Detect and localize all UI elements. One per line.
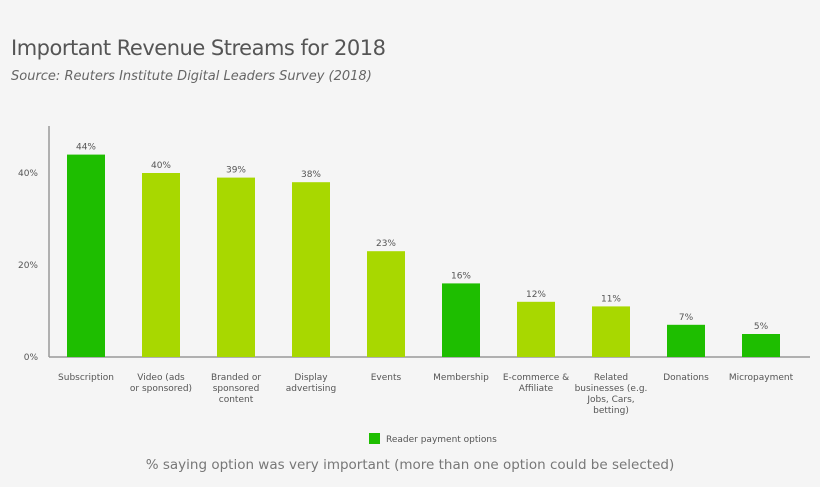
bar [592, 306, 630, 357]
bar [142, 173, 180, 357]
data-label: 7% [679, 313, 694, 323]
category-label: E-commerce & Affiliate [503, 373, 569, 394]
category-label: Membership [433, 373, 489, 383]
data-label: 44% [76, 143, 96, 153]
category-label: Micropayment [729, 373, 794, 383]
data-label: 12% [526, 290, 546, 300]
category-label: Display advertising [286, 373, 336, 394]
category-label: Donations [663, 373, 709, 383]
bar [742, 334, 780, 357]
bar [67, 154, 105, 357]
bar [292, 182, 330, 357]
category-label: Video (ads or sponsored) [130, 373, 192, 394]
bar [367, 251, 405, 357]
data-label: 39% [226, 166, 246, 176]
bar [517, 301, 555, 357]
legend-label: Reader payment options [386, 435, 497, 445]
bar [217, 177, 255, 357]
data-label: 16% [451, 271, 471, 281]
y-tick-label: 40% [18, 169, 38, 179]
category-label: Branded or sponsored content [211, 373, 261, 405]
chart-title: Important Revenue Streams for 2018 [11, 36, 386, 60]
chart-subtitle: Source: Reuters Institute Digital Leader… [11, 69, 372, 84]
category-label: Events [371, 373, 402, 383]
bar [667, 324, 705, 357]
bar [442, 283, 480, 357]
data-label: 38% [301, 170, 321, 180]
legend-swatch [369, 433, 380, 444]
data-label: 23% [376, 239, 396, 249]
data-label: 11% [601, 294, 621, 304]
category-label: Related businesses (e.g. Jobs, Cars, bettin… [575, 373, 648, 416]
category-label: Subscription [58, 373, 114, 383]
y-tick-label: 0% [24, 353, 39, 363]
data-label: 5% [754, 322, 769, 332]
data-label: 40% [151, 161, 171, 171]
y-tick-label: 20% [18, 261, 38, 271]
chart-footnote: % saying option was very important (more… [145, 457, 675, 473]
